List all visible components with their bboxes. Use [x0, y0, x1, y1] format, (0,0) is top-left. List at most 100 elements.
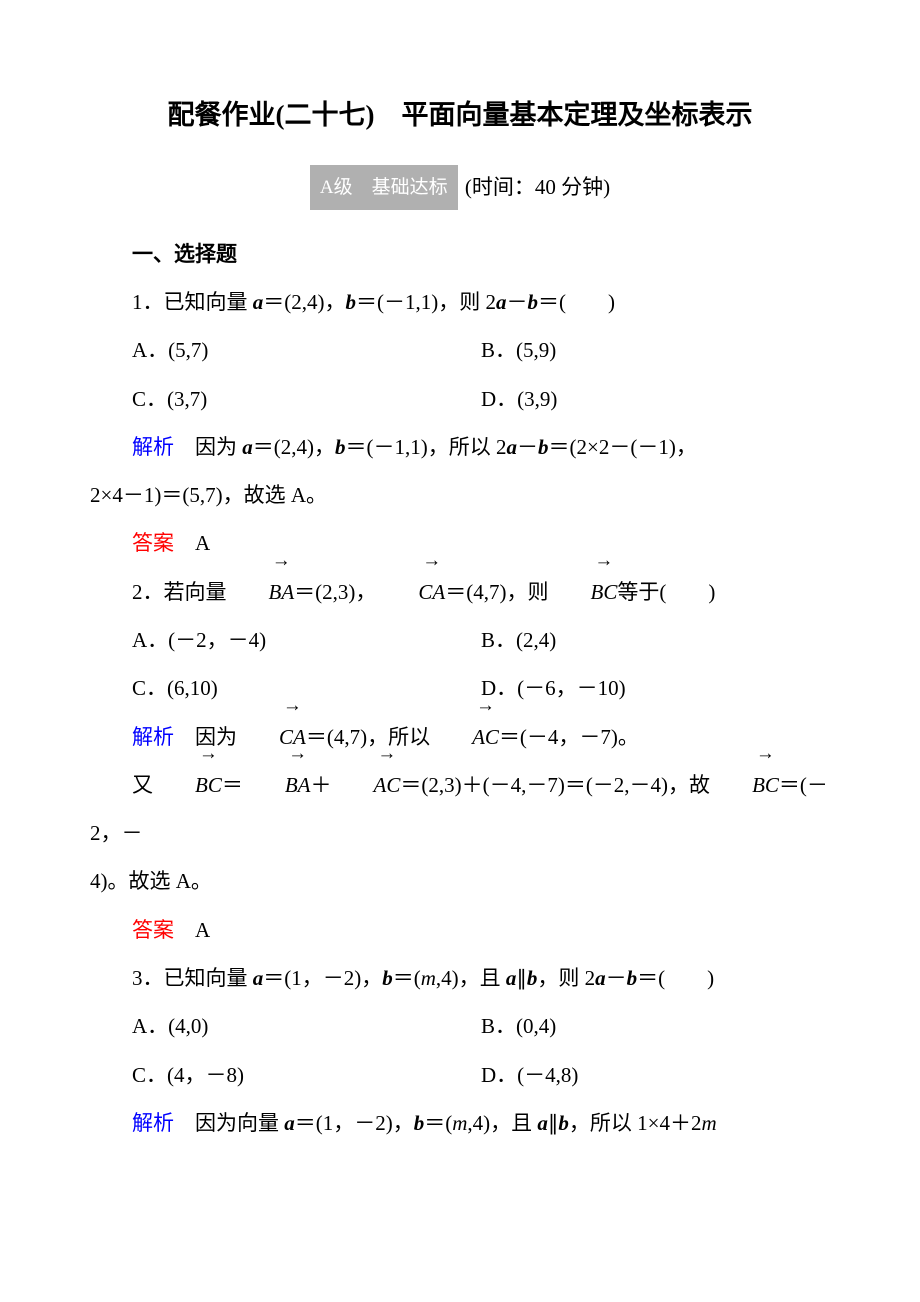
- q3-e3: ＝(: [424, 1111, 452, 1135]
- vector-a: a: [506, 966, 517, 990]
- section-heading: 一、选择题: [90, 230, 830, 278]
- arrow-icon: →: [153, 745, 222, 764]
- q2-mid2: ＝(4,7)，则: [445, 580, 548, 604]
- q1-exp5: ＝(2×2－(－1)，: [549, 435, 697, 459]
- question-3-explain: 解析 因为向量 a＝(1，－2)，b＝(m,4)，且 a∥b，所以 1×4＋2m: [90, 1099, 830, 1147]
- question-3-stem: 3．已知向量 a＝(1，－2)，b＝(m,4)，且 a∥b，则 2a－b＝( ): [90, 954, 830, 1002]
- q2-e2-3: ＋: [311, 773, 332, 797]
- level-badge: A级 基础达标: [310, 165, 458, 211]
- question-2-stem: 2．若向量→BA＝(2,3)，→CA＝(4,7)，则→BC等于( ): [90, 568, 830, 616]
- vector-b: b: [335, 435, 346, 459]
- time-note: (时间：40 分钟): [465, 163, 610, 211]
- level-line: A级 基础达标 (时间：40 分钟): [90, 161, 830, 211]
- q3-e2: ＝(1，－2)，: [295, 1111, 414, 1135]
- vec-label: AC: [472, 725, 499, 749]
- q3-par: ∥: [516, 966, 527, 990]
- q1-eq2: ＝(－1,1)，则 2: [356, 290, 496, 314]
- vector-b: b: [558, 1111, 569, 1135]
- vector-b: b: [382, 966, 393, 990]
- q1-optA: A．(5,7): [132, 326, 481, 374]
- q3-e4: ,4)，且: [467, 1111, 537, 1135]
- q2-optD: D．(－6，－10): [481, 664, 830, 712]
- q1-eq1: ＝(2,4)，: [263, 290, 345, 314]
- q3-optD: D．(－4,8): [481, 1051, 830, 1099]
- question-2-answer: 答案 A: [90, 906, 830, 954]
- question-2-explain-2: 又→BC＝→BA＋→AC＝(2,3)＋(－4,－7)＝(－2,－4)，故→BC＝…: [90, 761, 830, 858]
- q1-optD: D．(3,9): [481, 375, 830, 423]
- vector-a: a: [242, 435, 253, 459]
- q3-minus: －: [606, 966, 627, 990]
- vector-b: b: [527, 966, 538, 990]
- q3-1: ＝(1，－2)，: [263, 966, 382, 990]
- vector-b: b: [538, 435, 549, 459]
- arrow-icon: →: [237, 697, 306, 716]
- question-3-options-row1: A．(4,0) B．(0,4): [90, 1002, 830, 1050]
- vec-label: AC: [374, 773, 401, 797]
- question-3-options-row2: C．(4，－8) D．(－4,8): [90, 1051, 830, 1099]
- vec-label: CA: [418, 580, 445, 604]
- answer-label: 答案: [132, 918, 174, 942]
- answer-label: 答案: [132, 531, 174, 555]
- explain-label: 解析: [132, 435, 174, 459]
- question-1-explain: 解析 因为 a＝(2,4)，b＝(－1,1)，所以 2a－b＝(2×2－(－1)…: [90, 423, 830, 471]
- vector-a: a: [496, 290, 507, 314]
- vector-BA: →BA: [227, 568, 295, 616]
- q3-tail: ＝( ): [637, 966, 714, 990]
- q2-ans: A: [195, 918, 210, 942]
- q1-ans: A: [195, 531, 210, 555]
- q3-4: ，则 2: [537, 966, 595, 990]
- question-2-explain-cont: 4)。故选 A。: [90, 857, 830, 905]
- vector-BC: →BC: [549, 568, 618, 616]
- vector-a: a: [253, 966, 264, 990]
- question-2-options-row1: A．(－2，－4) B．(2,4): [90, 616, 830, 664]
- q1-exp4: －: [517, 435, 538, 459]
- q1-minus: －: [507, 290, 528, 314]
- vector-AC: →AC: [332, 761, 401, 809]
- arrow-icon: →: [227, 552, 295, 571]
- question-1-options-row1: A．(5,7) B．(5,9): [90, 326, 830, 374]
- var-m: m: [421, 966, 436, 990]
- q3-epar: ∥: [548, 1111, 559, 1135]
- vector-a: a: [537, 1111, 548, 1135]
- vector-b: b: [627, 966, 638, 990]
- vector-CA: →CA: [376, 568, 445, 616]
- q1-exp2: ＝(2,4)，: [253, 435, 335, 459]
- q1-pre: 1．已知向量: [132, 290, 253, 314]
- arrow-icon: →: [332, 745, 401, 764]
- question-1-explain-cont: 2×4－1)＝(5,7)，故选 A。: [90, 471, 830, 519]
- arrow-icon: →: [710, 745, 779, 764]
- q1-optC: C．(3,7): [132, 375, 481, 423]
- vector-b: b: [528, 290, 539, 314]
- vec-label: BA: [285, 773, 311, 797]
- q3-pre: 3．已知向量: [132, 966, 253, 990]
- var-m: m: [452, 1111, 467, 1135]
- vec-label: BC: [591, 580, 618, 604]
- vector-BA: →BA: [243, 761, 311, 809]
- arrow-icon: →: [243, 745, 311, 764]
- vec-label: BA: [269, 580, 295, 604]
- q2-optA: A．(－2，－4): [132, 616, 481, 664]
- vector-a: a: [507, 435, 518, 459]
- vector-a: a: [595, 966, 606, 990]
- q1-exp3: ＝(－1,1)，所以 2: [346, 435, 507, 459]
- vector-b: b: [346, 290, 357, 314]
- vector-AC: →AC: [430, 713, 499, 761]
- vector-BC: →BC: [710, 761, 779, 809]
- q3-e1: 因为向量: [195, 1111, 284, 1135]
- vector-a: a: [284, 1111, 295, 1135]
- vector-b: b: [414, 1111, 425, 1135]
- vector-a: a: [253, 290, 264, 314]
- q2-tail: 等于( ): [617, 580, 715, 604]
- q3-optC: C．(4，－8): [132, 1051, 481, 1099]
- arrow-icon: →: [430, 697, 499, 716]
- q2-mid1: ＝(2,3)，: [294, 580, 376, 604]
- q2-e3: ＝(－4，－7)。: [499, 725, 639, 749]
- q2-e2-1: 又: [132, 773, 153, 797]
- q3-optB: B．(0,4): [481, 1002, 830, 1050]
- q1-tail: ＝( ): [538, 290, 615, 314]
- explain-label: 解析: [132, 1111, 174, 1135]
- q2-optC: C．(6,10): [132, 664, 481, 712]
- q2-optB: B．(2,4): [481, 616, 830, 664]
- q2-e2-4: ＝(2,3)＋(－4,－7)＝(－2,－4)，故: [400, 773, 710, 797]
- question-1-stem: 1．已知向量 a＝(2,4)，b＝(－1,1)，则 2a－b＝( ): [90, 278, 830, 326]
